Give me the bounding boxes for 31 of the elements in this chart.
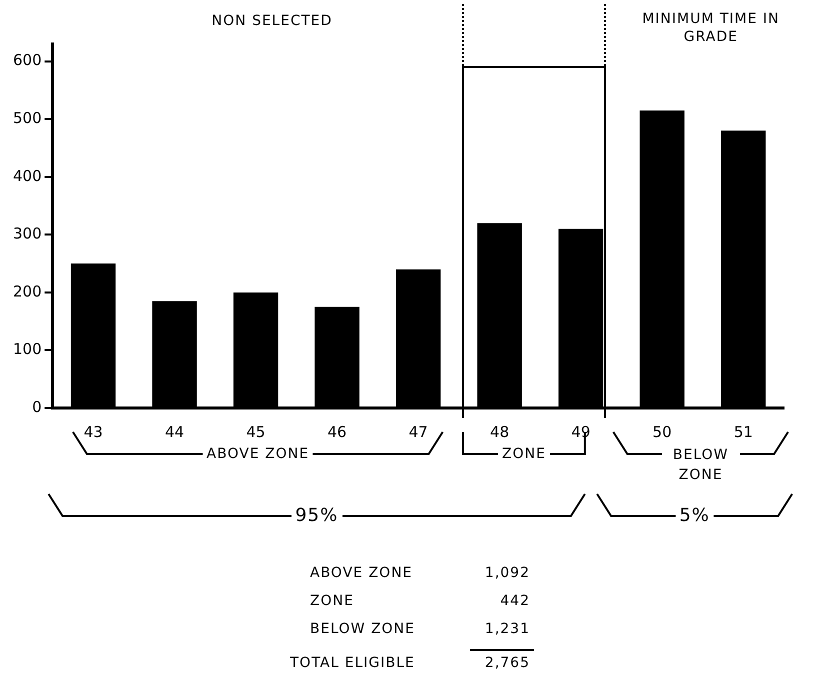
- text: ABOVE ZONE: [310, 564, 413, 582]
- y-tick-label: 200: [12, 282, 42, 300]
- text: 95%: [291, 505, 342, 527]
- text: NON SELECTED: [212, 12, 332, 30]
- x-tick-label: 48: [490, 422, 510, 441]
- text: 2,765: [484, 654, 530, 672]
- annotation: MINIMUM TIME IN GRADE: [641, 10, 781, 46]
- y-tick-label: 0: [32, 398, 42, 416]
- x-tick-label: 44: [164, 422, 184, 441]
- x-tick-label: 51: [734, 422, 753, 441]
- y-tick-label: 600: [12, 51, 42, 70]
- y-tick-label: 400: [12, 166, 42, 185]
- text: BELOW ZONE: [310, 620, 415, 638]
- text: 1,231: [484, 620, 530, 638]
- text: 1,092: [484, 564, 530, 582]
- text: ZONE: [498, 445, 550, 463]
- x-tick-label: 49: [571, 422, 590, 441]
- text: 5%: [675, 505, 714, 527]
- x-tick-label: 45: [246, 422, 266, 441]
- y-tick-label: 300: [12, 224, 42, 243]
- text: 442: [500, 592, 530, 610]
- y-tick-label: 100: [12, 340, 42, 358]
- text: TOTAL ELIGIBLE: [290, 654, 415, 672]
- x-tick-label: 50: [652, 422, 672, 441]
- x-tick-label: 43: [84, 422, 103, 441]
- x-tick-label: 46: [328, 422, 347, 441]
- text: ZONE: [310, 592, 354, 610]
- text: ABOVE ZONE: [202, 445, 314, 463]
- x-tick-label: 47: [408, 422, 428, 441]
- text: BELOW ZONE: [662, 445, 740, 485]
- y-tick-label: 500: [12, 109, 42, 127]
